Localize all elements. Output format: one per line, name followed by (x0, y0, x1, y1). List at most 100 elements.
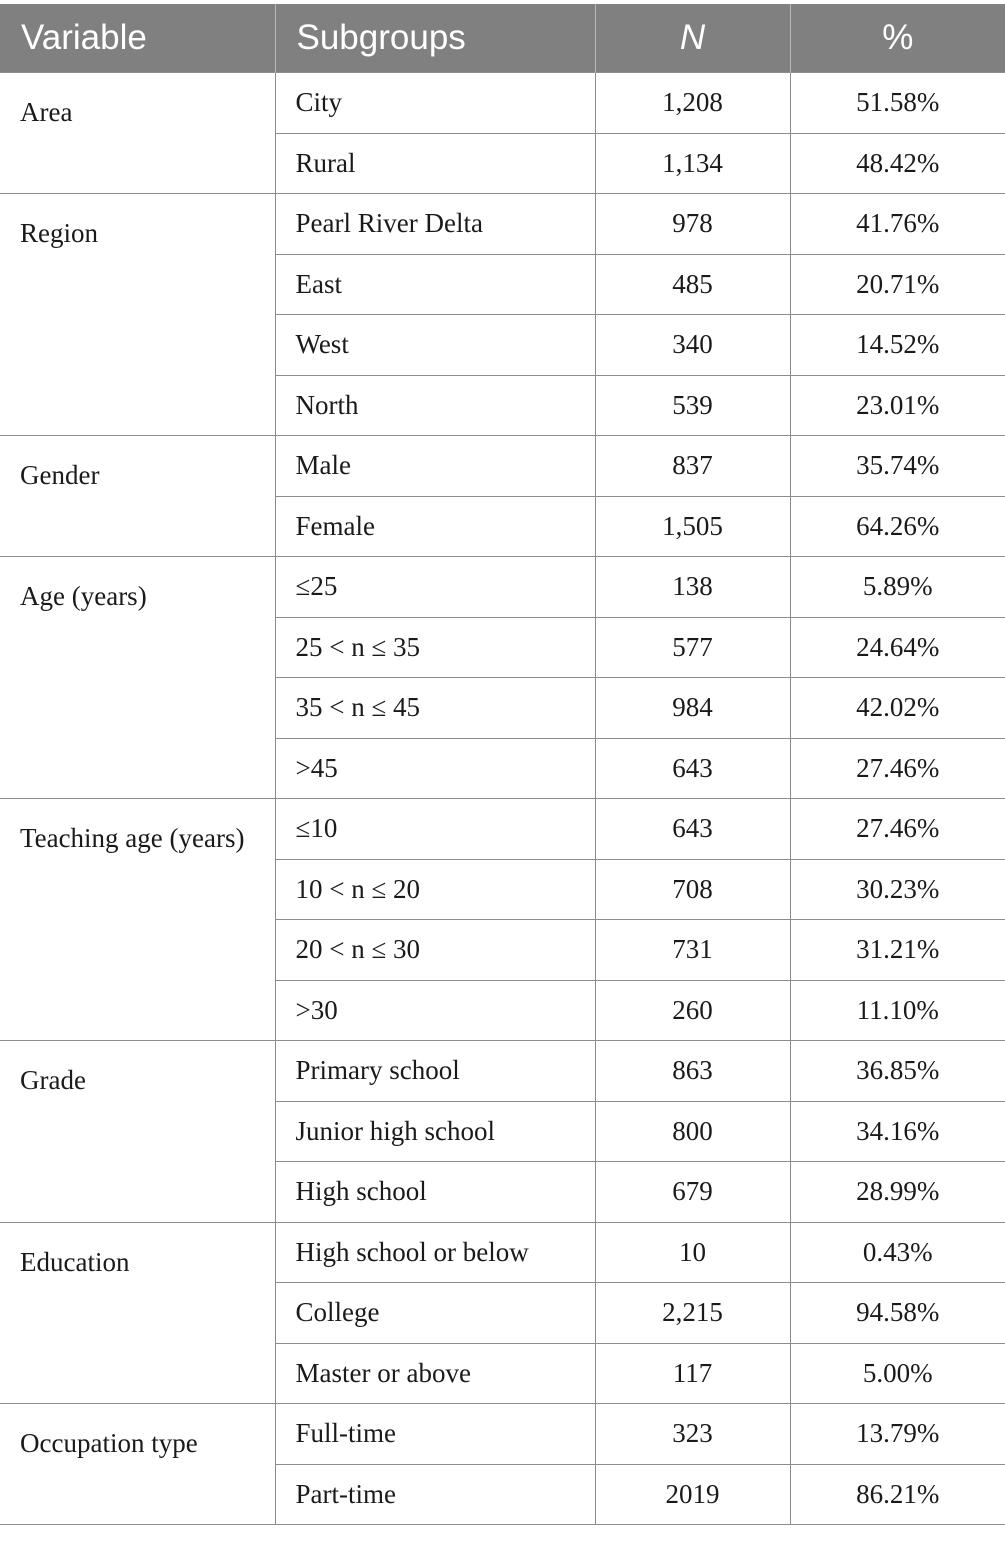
percent-cell: 28.99% (789, 1161, 1005, 1223)
subgroup-cell: ≤25 (274, 556, 595, 618)
header-subgroups: Subgroups (274, 4, 595, 73)
subgroup-cell: Junior high school (274, 1101, 595, 1162)
percent-cell: 34.16% (789, 1101, 1005, 1162)
n-cell: 2,215 (594, 1282, 790, 1344)
subgroup-cell: High school or below (274, 1222, 595, 1283)
header-n: N (594, 4, 790, 73)
table-row: 25 < n ≤ 35 577 24.64% (0, 617, 1005, 678)
percent-cell: 13.79% (789, 1403, 1005, 1465)
table-row: Area City 1,208 51.58% (0, 72, 1005, 194)
subgroup-cell: Female (274, 496, 595, 557)
subgroup-cell: Rural (274, 133, 595, 194)
table-body: Area City 1,208 51.58% Rural 1,134 48.42% Regio… (0, 72, 1005, 1525)
header-variable: Variable (0, 4, 275, 73)
percent-cell: 11.10% (789, 980, 1005, 1041)
table-row: >45 643 27.46% (0, 738, 1005, 799)
subgroup-cell: Part-time (274, 1464, 595, 1525)
n-cell: 323 (594, 1403, 790, 1465)
variable-cell: Education (0, 1222, 275, 1404)
n-cell: 485 (594, 254, 790, 315)
variable-cell: Occupation type (0, 1403, 275, 1525)
table-row: Teaching age (years) ≤10 643 27.46% (0, 798, 1005, 1041)
header-percent: % (789, 4, 1005, 73)
percent-cell: 86.21% (789, 1464, 1005, 1525)
percent-cell: 23.01% (789, 375, 1005, 436)
percent-cell: 14.52% (789, 314, 1005, 376)
percent-cell: 48.42% (789, 133, 1005, 194)
n-cell: 117 (594, 1343, 790, 1404)
subgroup-cell: Male (274, 435, 595, 497)
variable-cell: Grade (0, 1040, 275, 1223)
subgroup-cell: 35 < n ≤ 45 (274, 677, 595, 739)
percent-cell: 94.58% (789, 1282, 1005, 1344)
subgroup-cell: High school (274, 1161, 595, 1223)
table-row: Grade Primary school 863 36.85% (0, 1040, 1005, 1223)
table-row: Gender Male 837 35.74% (0, 435, 1005, 557)
variable-cell: Area (0, 72, 275, 194)
table-row: High school 679 28.99% (0, 1161, 1005, 1223)
table-row: 20 < n ≤ 30 731 31.21% (0, 919, 1005, 981)
table-row: West 340 14.52% (0, 314, 1005, 376)
n-cell: 10 (594, 1222, 790, 1283)
n-cell: 643 (594, 798, 790, 860)
percent-cell: 27.46% (789, 798, 1005, 860)
subgroup-cell: College (274, 1282, 595, 1344)
subgroup-cell: 25 < n ≤ 35 (274, 617, 595, 678)
percent-cell: 5.89% (789, 556, 1005, 618)
percent-cell: 42.02% (789, 677, 1005, 739)
n-cell: 539 (594, 375, 790, 436)
table-row: Occupation type Full-time 323 13.79% (0, 1403, 1005, 1525)
table-row: Female 1,505 64.26% (0, 496, 1005, 557)
subgroup-cell: North (274, 375, 595, 436)
percent-cell: 24.64% (789, 617, 1005, 678)
subgroup-cell: 10 < n ≤ 20 (274, 859, 595, 920)
table-row: >30 260 11.10% (0, 980, 1005, 1041)
n-cell: 340 (594, 314, 790, 376)
n-cell: 679 (594, 1161, 790, 1223)
percent-cell: 36.85% (789, 1040, 1005, 1102)
percent-cell: 51.58% (789, 72, 1005, 134)
n-cell: 577 (594, 617, 790, 678)
n-cell: 1,134 (594, 133, 790, 194)
n-cell: 138 (594, 556, 790, 618)
variable-cell: Teaching age (years) (0, 798, 275, 1041)
variable-cell: Region (0, 193, 275, 436)
n-cell: 800 (594, 1101, 790, 1162)
table-row: North 539 23.01% (0, 375, 1005, 436)
n-cell: 1,505 (594, 496, 790, 557)
n-cell: 731 (594, 919, 790, 981)
n-cell: 837 (594, 435, 790, 497)
n-cell: 978 (594, 193, 790, 255)
n-cell: 2019 (594, 1464, 790, 1525)
percent-cell: 35.74% (789, 435, 1005, 497)
percent-cell: 30.23% (789, 859, 1005, 920)
table-row: 35 < n ≤ 45 984 42.02% (0, 677, 1005, 739)
subgroup-cell: >45 (274, 738, 595, 799)
subgroup-cell: Pearl River Delta (274, 193, 595, 255)
table-row: Part-time 2019 86.21% (0, 1464, 1005, 1525)
table-row: Education High school or below 10 0.43% (0, 1222, 1005, 1404)
subgroup-cell: East (274, 254, 595, 315)
subgroup-cell: Master or above (274, 1343, 595, 1404)
subgroup-cell: 20 < n ≤ 30 (274, 919, 595, 981)
percent-cell: 0.43% (789, 1222, 1005, 1283)
table-row: College 2,215 94.58% (0, 1282, 1005, 1344)
n-cell: 708 (594, 859, 790, 920)
header-row: Variable Subgroups N % (0, 4, 1005, 73)
table-row: Junior high school 800 34.16% (0, 1101, 1005, 1162)
variable-cell: Age (years) (0, 556, 275, 799)
subgroup-cell: City (274, 72, 595, 134)
subgroup-cell: Full-time (274, 1403, 595, 1465)
table-row: Region Pearl River Delta 978 41.76% (0, 193, 1005, 436)
percent-cell: 27.46% (789, 738, 1005, 799)
table-row: East 485 20.71% (0, 254, 1005, 315)
table-row: 10 < n ≤ 20 708 30.23% (0, 859, 1005, 920)
percent-cell: 41.76% (789, 193, 1005, 255)
n-cell: 984 (594, 677, 790, 739)
table-header: Variable Subgroups N % (0, 4, 1005, 73)
subgroup-cell: Primary school (274, 1040, 595, 1102)
percent-cell: 64.26% (789, 496, 1005, 557)
subgroup-cell: ≤10 (274, 798, 595, 860)
table-row: Age (years) ≤25 138 5.89% (0, 556, 1005, 799)
table-row: Rural 1,134 48.42% (0, 133, 1005, 194)
